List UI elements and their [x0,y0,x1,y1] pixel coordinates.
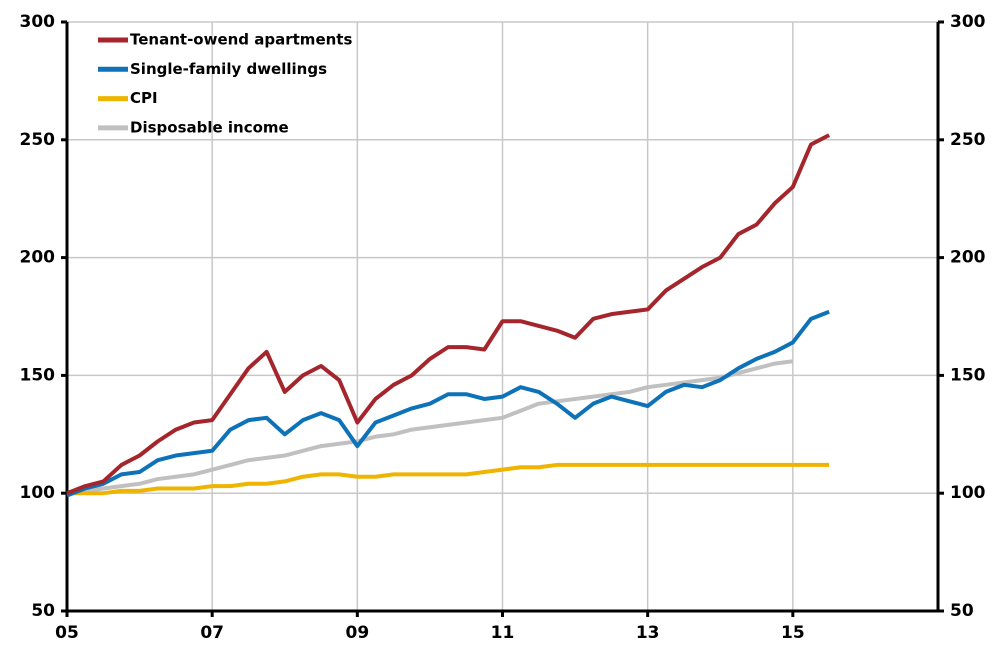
x-tick-label: 07 [200,623,224,643]
y-tick-label: 250 [20,130,56,150]
y-tick-label: 250 [950,130,986,150]
y-tick-label: 50 [31,601,55,621]
y-tick-label: 100 [950,483,986,503]
series-line [66,359,794,496]
legend-label: Disposable income [130,118,289,136]
x-tick-label: 05 [55,623,79,643]
y-tick-label: 50 [950,601,974,621]
y-tick-label: 300 [950,12,986,32]
legend-label: Single-family dwellings [130,60,327,78]
y-tick-label: 200 [950,248,986,268]
y-tick-label: 150 [20,365,56,385]
y-tick-label: 200 [20,248,56,268]
series-line [67,462,830,496]
legend-label: CPI [130,89,158,107]
x-tick-label: 09 [345,623,369,643]
x-tick-label: 11 [491,623,515,643]
series-line [66,133,831,496]
x-tick-label: 13 [636,623,660,643]
y-tick-label: 100 [20,483,56,503]
legend-label: Tenant-owend apartments [130,31,352,49]
x-tick-label: 15 [781,623,805,643]
y-tick-label: 150 [950,365,986,385]
y-tick-label: 300 [20,12,56,32]
series-line [66,309,830,498]
